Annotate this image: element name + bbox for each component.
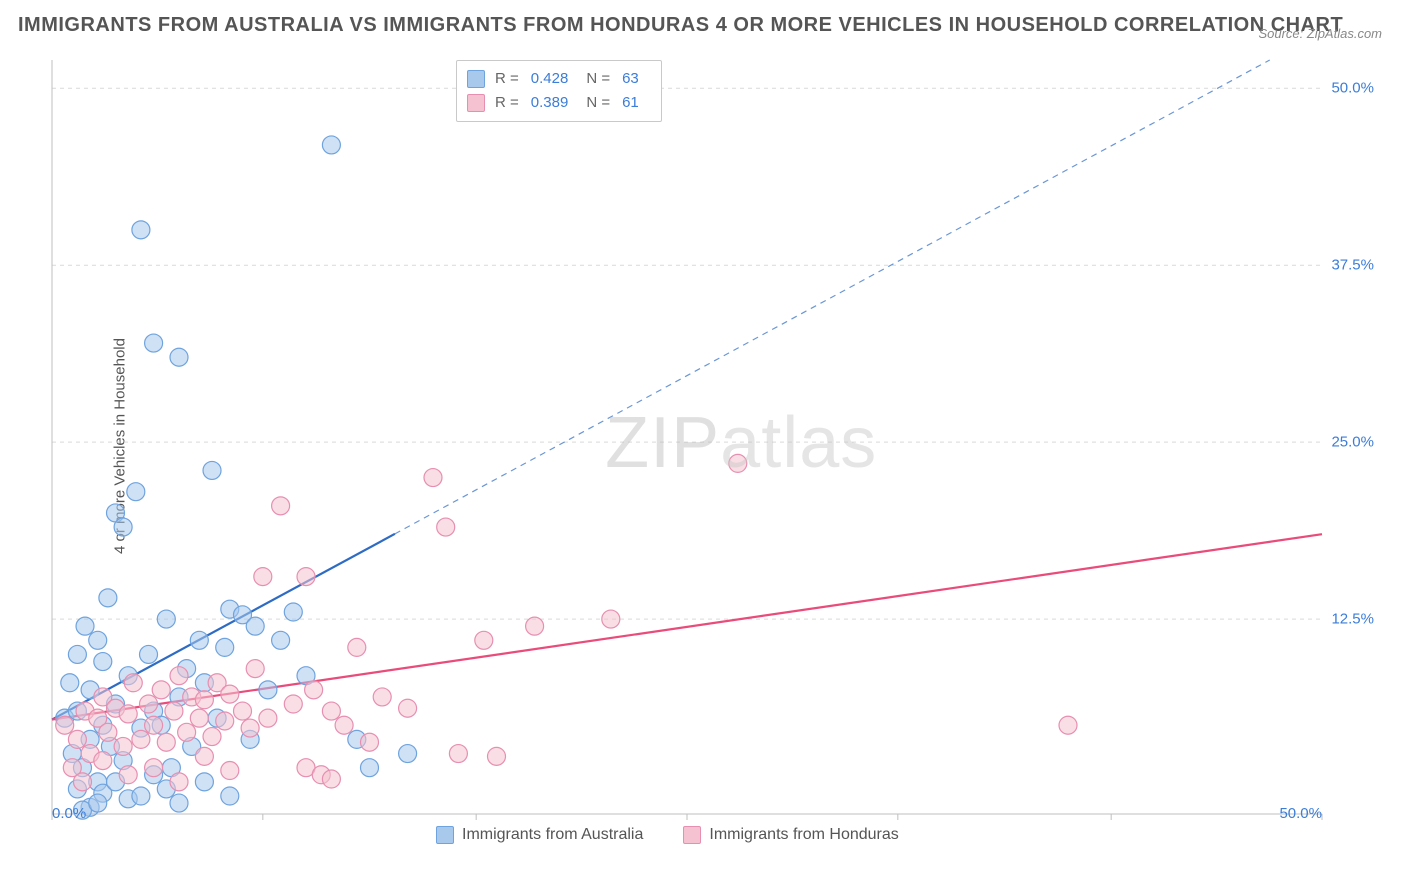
- swatch-honduras: [467, 94, 485, 112]
- y-tick-label: 50.0%: [1331, 80, 1374, 97]
- chart-title: IMMIGRANTS FROM AUSTRALIA VS IMMIGRANTS …: [18, 14, 1343, 37]
- legend-stats-row-australia: R = 0.428 N = 63: [467, 67, 647, 91]
- legend-series: Immigrants from Australia Immigrants fro…: [436, 826, 899, 844]
- n-label: N =: [586, 91, 610, 115]
- y-tick-label: 12.5%: [1331, 611, 1374, 628]
- scatter-plot: ZIPatlas R = 0.428 N = 63 R = 0.389 N = …: [46, 56, 1382, 846]
- x-tick-label: 50.0%: [1279, 805, 1322, 822]
- swatch-australia: [436, 826, 454, 844]
- plot-svg: [46, 56, 1382, 846]
- legend-item-australia: Immigrants from Australia: [436, 826, 643, 844]
- swatch-honduras: [683, 826, 701, 844]
- y-tick-label: 37.5%: [1331, 257, 1374, 274]
- source-attribution: Source: ZipAtlas.com: [1258, 26, 1382, 41]
- x-tick-label: 0.0%: [52, 805, 86, 822]
- swatch-australia: [467, 70, 485, 88]
- legend-stats-row-honduras: R = 0.389 N = 61: [467, 91, 647, 115]
- y-tick-label: 25.0%: [1331, 434, 1374, 451]
- r-label: R =: [495, 67, 519, 91]
- legend-stats: R = 0.428 N = 63 R = 0.389 N = 61: [456, 60, 662, 122]
- n-value: 63: [622, 67, 639, 91]
- legend-label: Immigrants from Australia: [462, 826, 643, 844]
- r-value: 0.389: [531, 91, 569, 115]
- legend-item-honduras: Immigrants from Honduras: [683, 826, 898, 844]
- r-label: R =: [495, 91, 519, 115]
- n-label: N =: [586, 67, 610, 91]
- n-value: 61: [622, 91, 639, 115]
- legend-label: Immigrants from Honduras: [709, 826, 898, 844]
- r-value: 0.428: [531, 67, 569, 91]
